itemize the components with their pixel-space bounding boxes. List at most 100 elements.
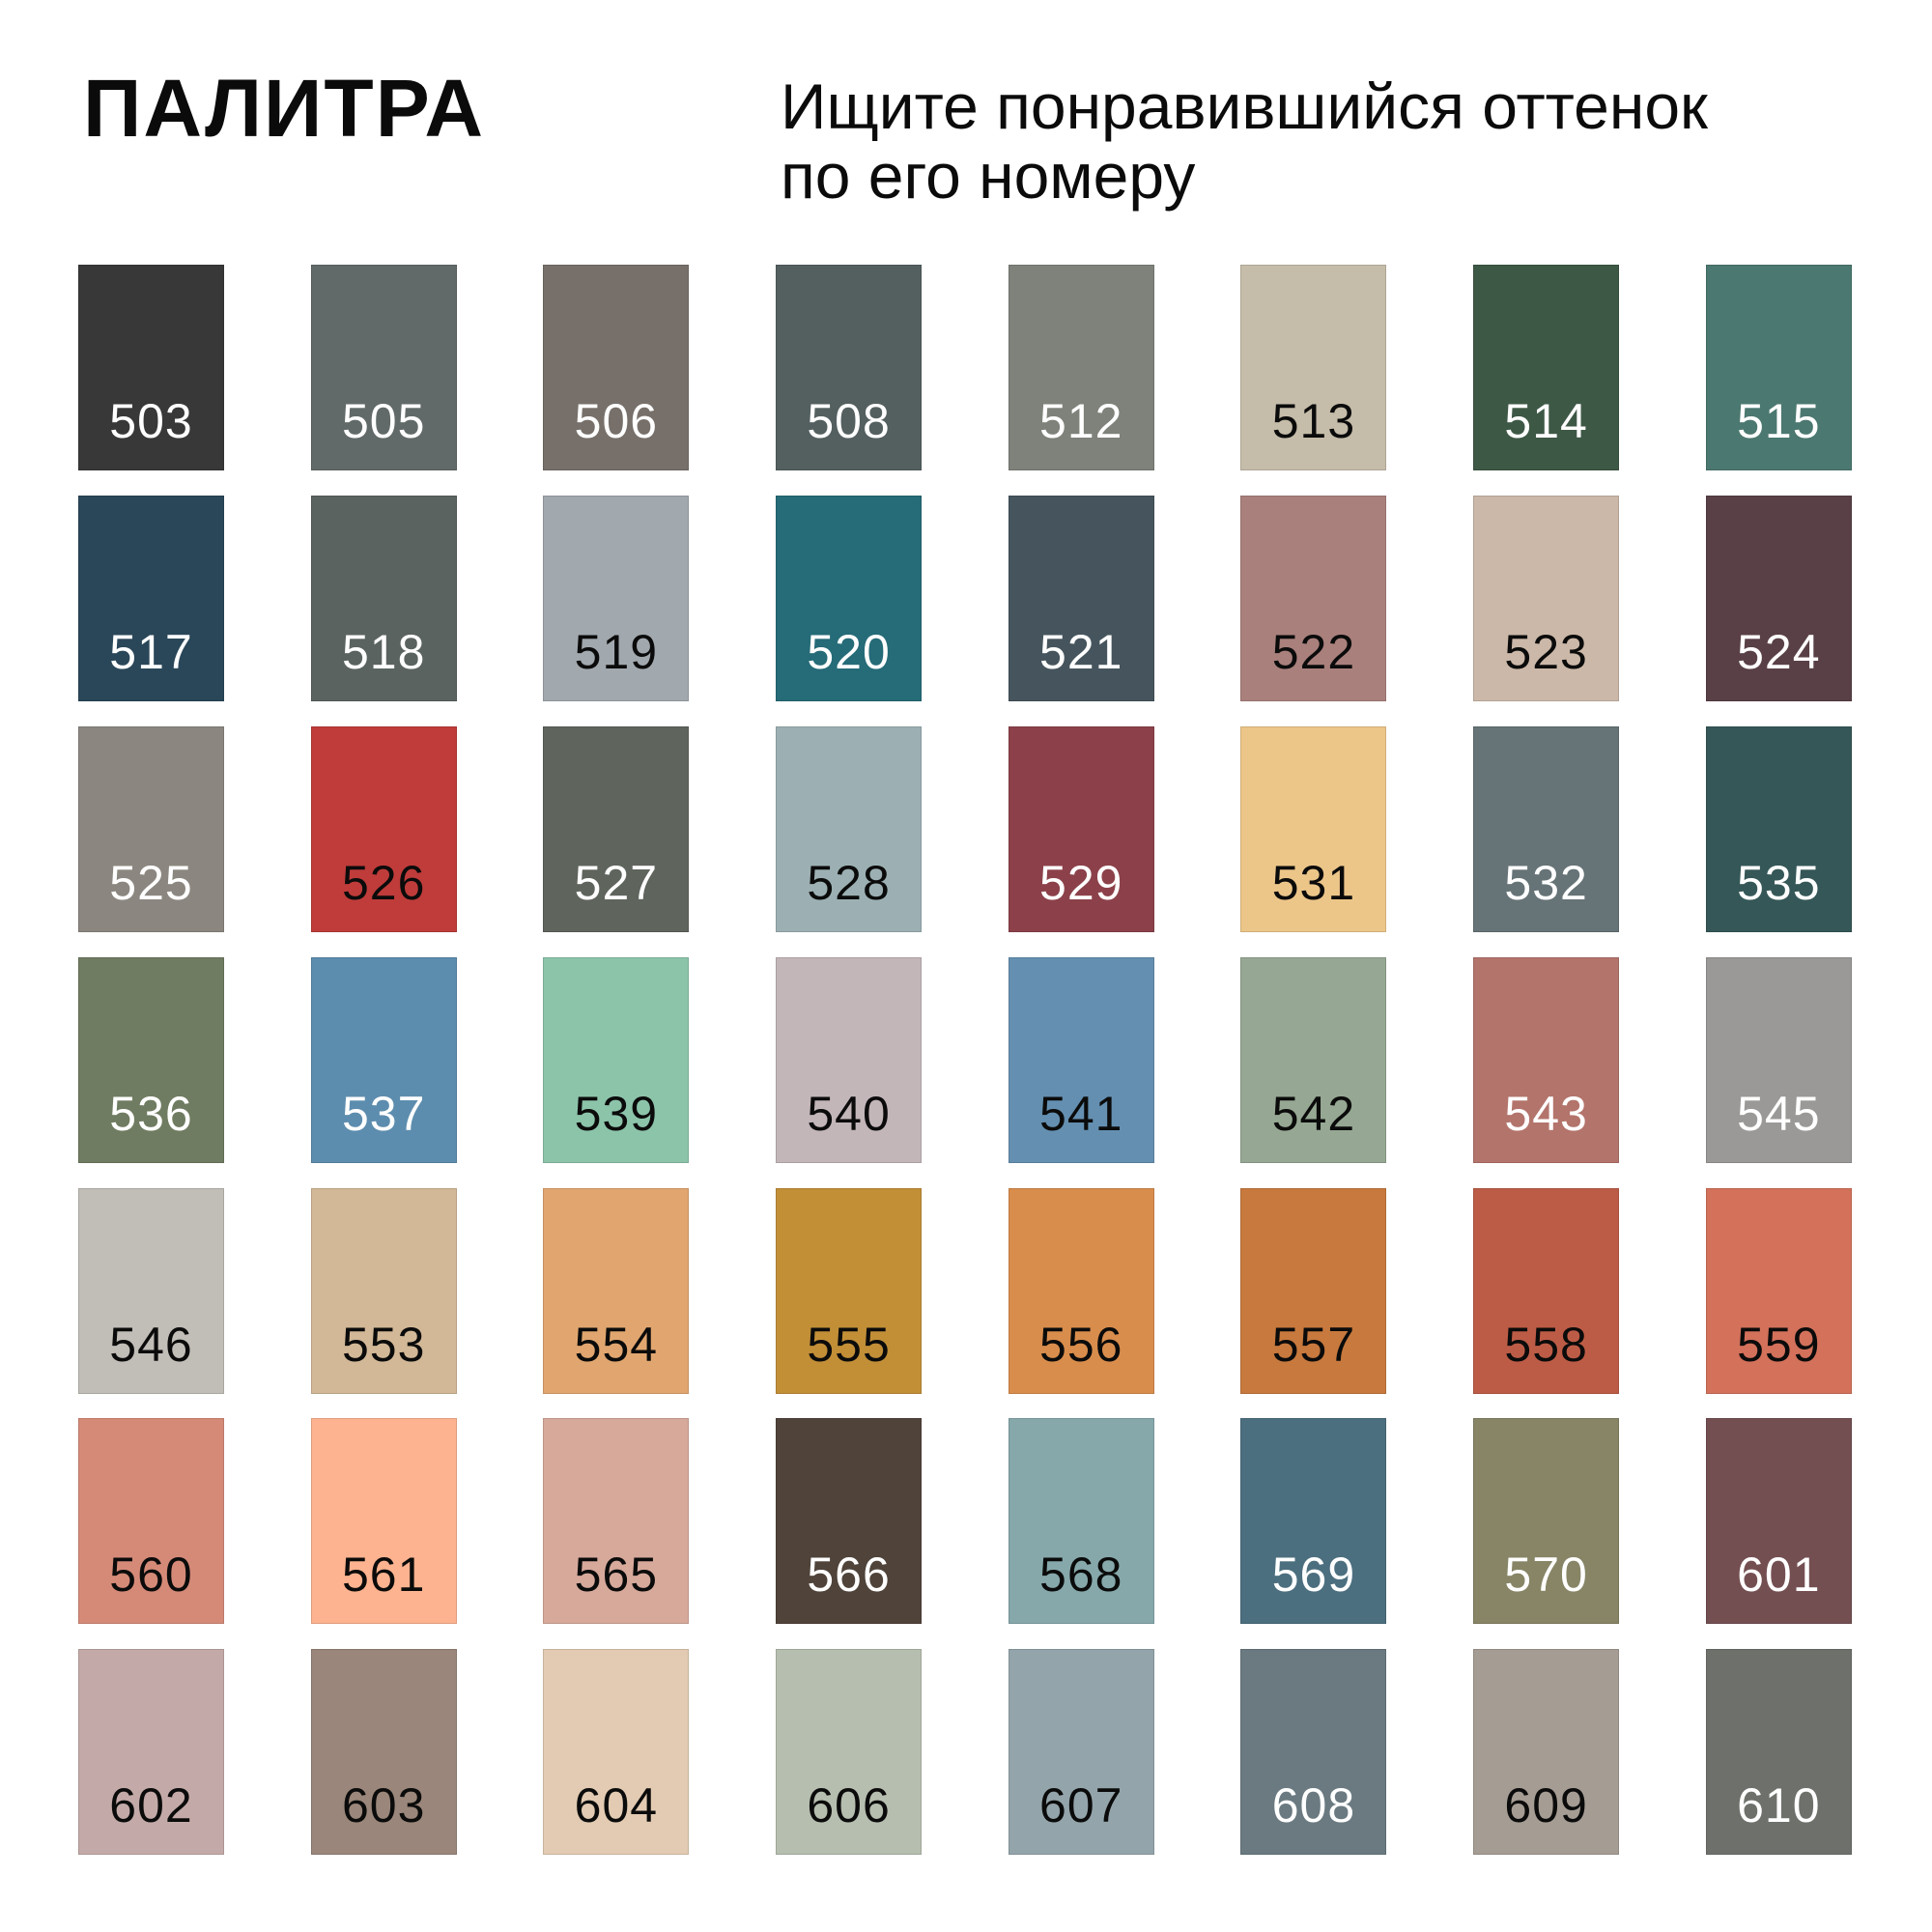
swatch-code-label: 529: [1039, 855, 1123, 910]
color-swatch-540[interactable]: 540: [776, 956, 923, 1163]
color-swatch-543[interactable]: 543: [1473, 956, 1620, 1163]
color-swatch-557[interactable]: 557: [1240, 1187, 1387, 1394]
color-swatch-513[interactable]: 513: [1240, 265, 1387, 470]
swatch-code-label: 508: [807, 394, 891, 448]
swatch-code-label: 606: [807, 1778, 891, 1833]
color-swatch-536[interactable]: 536: [78, 956, 224, 1163]
color-swatch-604[interactable]: 604: [543, 1649, 690, 1856]
subtitle-line-1: Ищите понравившийся оттенок: [781, 71, 1708, 142]
swatch-code-label: 568: [1039, 1548, 1123, 1603]
swatch-code-label: 536: [109, 1086, 193, 1141]
color-swatch-508[interactable]: 508: [776, 265, 923, 470]
color-swatch-560[interactable]: 560: [78, 1418, 224, 1625]
color-swatch-515[interactable]: 515: [1705, 265, 1852, 470]
color-swatch-606[interactable]: 606: [776, 1649, 923, 1856]
color-swatch-566[interactable]: 566: [776, 1418, 923, 1625]
color-swatch-535[interactable]: 535: [1705, 725, 1852, 932]
color-swatch-503[interactable]: 503: [78, 265, 224, 470]
color-swatch-561[interactable]: 561: [310, 1418, 457, 1625]
swatch-code-label: 524: [1737, 624, 1821, 679]
swatch-code-label: 541: [1039, 1086, 1123, 1141]
color-swatch-542[interactable]: 542: [1240, 956, 1387, 1163]
color-swatch-525[interactable]: 525: [78, 725, 224, 932]
color-swatch-601[interactable]: 601: [1705, 1418, 1852, 1625]
color-swatch-555[interactable]: 555: [776, 1187, 923, 1394]
color-swatch-537[interactable]: 537: [310, 956, 457, 1163]
swatch-code-label: 513: [1271, 394, 1356, 448]
swatch-code-label: 546: [109, 1317, 193, 1372]
color-swatch-506[interactable]: 506: [543, 265, 690, 470]
color-swatch-505[interactable]: 505: [310, 265, 457, 470]
color-swatch-528[interactable]: 528: [776, 725, 923, 932]
color-swatch-565[interactable]: 565: [543, 1418, 690, 1625]
page-subtitle: Ищите понравившийся оттенок по его номер…: [781, 71, 1708, 211]
swatch-code-label: 518: [341, 624, 426, 679]
color-swatch-524[interactable]: 524: [1705, 495, 1852, 701]
swatch-code-label: 557: [1271, 1317, 1356, 1372]
color-swatch-541[interactable]: 541: [1008, 956, 1154, 1163]
color-swatch-559[interactable]: 559: [1705, 1187, 1852, 1394]
swatch-code-label: 526: [341, 855, 426, 910]
color-swatch-532[interactable]: 532: [1473, 725, 1620, 932]
color-swatch-520[interactable]: 520: [776, 495, 923, 701]
swatch-code-label: 535: [1737, 855, 1821, 910]
swatch-code-label: 539: [574, 1086, 659, 1141]
color-swatch-568[interactable]: 568: [1008, 1418, 1154, 1625]
swatch-code-label: 570: [1504, 1548, 1588, 1603]
swatch-code-label: 503: [109, 394, 193, 448]
color-swatch-553[interactable]: 553: [310, 1187, 457, 1394]
swatch-code-label: 603: [341, 1778, 426, 1833]
color-swatch-521[interactable]: 521: [1008, 495, 1154, 701]
color-swatch-523[interactable]: 523: [1473, 495, 1620, 701]
color-swatch-608[interactable]: 608: [1240, 1649, 1387, 1856]
color-swatch-518[interactable]: 518: [310, 495, 457, 701]
swatch-code-label: 553: [341, 1317, 426, 1372]
swatch-code-label: 537: [341, 1086, 426, 1141]
color-swatch-522[interactable]: 522: [1240, 495, 1387, 701]
color-swatch-539[interactable]: 539: [543, 956, 690, 1163]
swatch-code-label: 542: [1271, 1086, 1356, 1141]
color-swatch-512[interactable]: 512: [1008, 265, 1154, 470]
color-swatch-529[interactable]: 529: [1008, 725, 1154, 932]
color-swatch-514[interactable]: 514: [1473, 265, 1620, 470]
color-swatch-526[interactable]: 526: [310, 725, 457, 932]
page-title: ПАЛИТРА: [83, 63, 485, 154]
color-swatch-603[interactable]: 603: [310, 1649, 457, 1856]
color-swatch-570[interactable]: 570: [1473, 1418, 1620, 1625]
swatch-code-label: 560: [109, 1548, 193, 1603]
color-swatch-558[interactable]: 558: [1473, 1187, 1620, 1394]
color-swatch-610[interactable]: 610: [1705, 1649, 1852, 1856]
swatch-code-label: 525: [109, 855, 193, 910]
color-swatch-527[interactable]: 527: [543, 725, 690, 932]
color-swatch-607[interactable]: 607: [1008, 1649, 1154, 1856]
swatch-code-label: 602: [109, 1778, 193, 1833]
swatch-code-label: 608: [1271, 1778, 1356, 1833]
swatch-code-label: 514: [1504, 394, 1588, 448]
color-swatch-546[interactable]: 546: [78, 1187, 224, 1394]
swatch-code-label: 505: [341, 394, 426, 448]
swatch-code-label: 532: [1504, 855, 1588, 910]
color-swatch-554[interactable]: 554: [543, 1187, 690, 1394]
swatch-code-label: 607: [1039, 1778, 1123, 1833]
swatch-code-label: 555: [807, 1317, 891, 1372]
color-swatch-545[interactable]: 545: [1705, 956, 1852, 1163]
color-swatch-519[interactable]: 519: [543, 495, 690, 701]
swatch-code-label: 566: [807, 1548, 891, 1603]
color-swatch-556[interactable]: 556: [1008, 1187, 1154, 1394]
swatch-code-label: 558: [1504, 1317, 1588, 1372]
color-swatch-609[interactable]: 609: [1473, 1649, 1620, 1856]
subtitle-line-2: по его номеру: [781, 140, 1196, 212]
swatch-code-label: 519: [574, 624, 659, 679]
swatch-code-label: 543: [1504, 1086, 1588, 1141]
color-swatch-531[interactable]: 531: [1240, 725, 1387, 932]
color-swatch-grid: 503 505 506 508 512 513 514 515 517 518 519 520 521 5…: [78, 265, 1852, 1856]
color-swatch-517[interactable]: 517: [78, 495, 224, 701]
swatch-code-label: 515: [1737, 394, 1821, 448]
swatch-code-label: 609: [1504, 1778, 1588, 1833]
swatch-code-label: 604: [574, 1778, 659, 1833]
swatch-code-label: 545: [1737, 1086, 1821, 1141]
color-swatch-602[interactable]: 602: [78, 1649, 224, 1856]
swatch-code-label: 517: [109, 624, 193, 679]
swatch-code-label: 523: [1504, 624, 1588, 679]
color-swatch-569[interactable]: 569: [1240, 1418, 1387, 1625]
